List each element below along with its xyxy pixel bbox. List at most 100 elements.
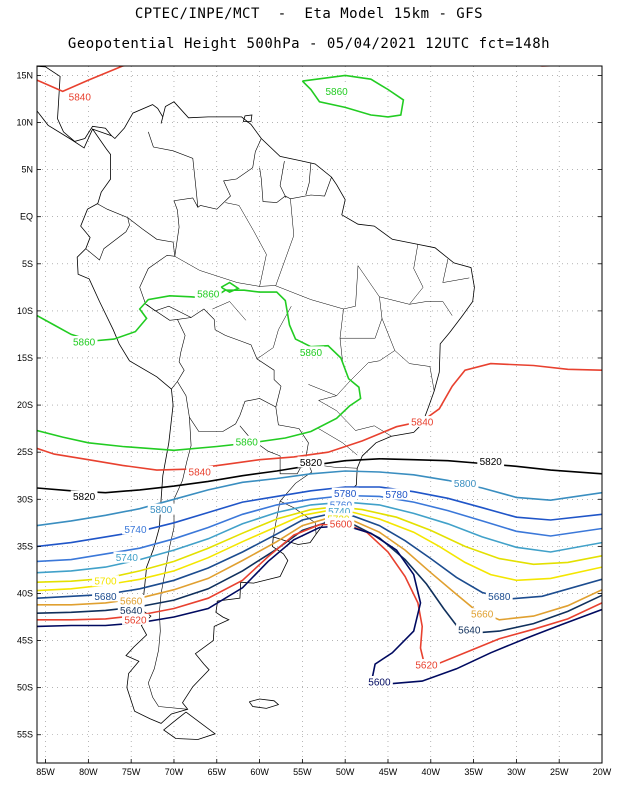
lon-tick-label: 30W	[507, 767, 526, 777]
contour-label: 5640	[120, 606, 143, 617]
contour-label-bg	[331, 487, 359, 499]
contour-label-bg	[451, 477, 479, 489]
country-border	[200, 138, 262, 210]
state-border	[394, 350, 435, 392]
lon-tick-label: 45W	[379, 767, 398, 777]
country-border	[273, 501, 281, 537]
lat-tick-label: 15S	[17, 353, 33, 363]
contour-label-bg	[92, 590, 119, 602]
country-border	[239, 406, 309, 475]
state-border	[174, 202, 267, 287]
contour-label-bg	[383, 488, 410, 500]
coastlines-borders	[37, 66, 475, 740]
lat-tick-label: 55S	[17, 730, 33, 740]
contour-label-bg	[325, 505, 353, 517]
lon-tick-label: 75W	[122, 767, 141, 777]
contour-label-bg	[477, 455, 505, 467]
contour-line-5860	[301, 74, 405, 118]
country-border	[305, 162, 312, 196]
contour-label-bg	[70, 335, 98, 347]
country-border	[85, 203, 130, 261]
contour-label: 5740	[116, 553, 139, 564]
contour-label: 5780	[385, 490, 408, 501]
contour-label-bg	[413, 659, 440, 671]
contour-label-bg	[70, 490, 98, 502]
contour-label: 5680	[488, 592, 511, 603]
contour-label: 5860	[73, 337, 96, 348]
state-border	[379, 296, 453, 316]
contour-label: 5840	[189, 467, 212, 478]
contour-label-bg	[297, 456, 325, 468]
contour-line-5840	[536, 66, 568, 67]
lat-tick-label: 5S	[22, 259, 33, 269]
state-border	[442, 259, 470, 283]
contour-label-bg	[186, 465, 214, 477]
lat-tick-label: 10N	[16, 118, 33, 128]
contour-label: 5740	[124, 525, 147, 536]
contour-label-bg	[147, 503, 175, 515]
contour-label: 5860	[236, 437, 259, 448]
country-border	[127, 217, 178, 321]
lon-tick-label: 25W	[550, 767, 569, 777]
contour-label: 5700	[94, 577, 117, 588]
contour-label: 5800	[150, 505, 173, 516]
contour-label: 5620	[415, 661, 438, 672]
contour-label-bg	[468, 608, 496, 620]
state-border	[318, 428, 358, 456]
south-america-coastline	[76, 101, 475, 724]
state-border	[259, 285, 344, 362]
contour-line-5860	[37, 289, 362, 452]
contour-label-bg	[327, 498, 355, 510]
country-border	[173, 197, 199, 257]
state-border	[212, 301, 247, 321]
map-title-line1: CPTEC/INPE/MCT - Eta Model 15km - GFS	[134, 6, 484, 22]
contour-label-bg	[92, 575, 119, 587]
contour-label: 5840	[69, 93, 92, 104]
lat-tick-label: 10S	[17, 306, 33, 316]
graticule	[37, 66, 603, 763]
state-border	[340, 265, 383, 339]
contour-label-bg	[122, 613, 149, 625]
contour-label: 5660	[471, 610, 494, 621]
state-border	[275, 198, 295, 286]
state-border	[318, 318, 396, 401]
lat-tick-label: 35S	[17, 541, 33, 551]
lon-tick-label: 50W	[336, 767, 355, 777]
contour-label: 5620	[124, 615, 147, 626]
lon-tick-label: 20W	[593, 767, 612, 777]
country-border	[279, 161, 287, 199]
state-border	[318, 400, 392, 437]
lon-tick-label: 55W	[293, 767, 312, 777]
country-border	[171, 319, 186, 390]
lat-tick-label: 30S	[17, 494, 33, 504]
contour-label: 5820	[300, 458, 323, 469]
country-border	[146, 304, 192, 318]
map-title-line2: Geopotential Height 500hPa - 05/04/2021 …	[67, 36, 551, 52]
contour-label-bg	[323, 85, 351, 97]
contour-label: 5800	[454, 479, 477, 490]
lat-tick-label: EQ	[20, 212, 33, 222]
contour-line-5840	[37, 66, 129, 93]
falkland-islands	[248, 698, 280, 709]
lat-tick-label: 40S	[17, 588, 33, 598]
contour-label: 5820	[73, 492, 96, 503]
lon-tick-label: 65W	[208, 767, 227, 777]
lon-tick-label: 35W	[464, 767, 483, 777]
lat-tick-label: 5N	[21, 165, 33, 175]
lat-tick-label: 25S	[17, 447, 33, 457]
trinidad-island	[242, 114, 253, 122]
contour-label-bg	[366, 675, 393, 687]
contour-label: 5820	[480, 457, 503, 468]
contour-label: 5740	[328, 507, 351, 518]
contour-label-bg	[485, 590, 513, 602]
lat-tick-label: 50S	[17, 683, 33, 693]
contour-label: 5860	[300, 348, 323, 359]
contour-label: 5860	[325, 87, 348, 98]
contour-line-5840	[37, 362, 602, 471]
contour-line-5600	[37, 524, 602, 685]
contour-label-bg	[408, 416, 436, 428]
contour-label-bg	[194, 287, 222, 299]
state-border	[343, 265, 359, 310]
plot-frame	[36, 65, 603, 764]
